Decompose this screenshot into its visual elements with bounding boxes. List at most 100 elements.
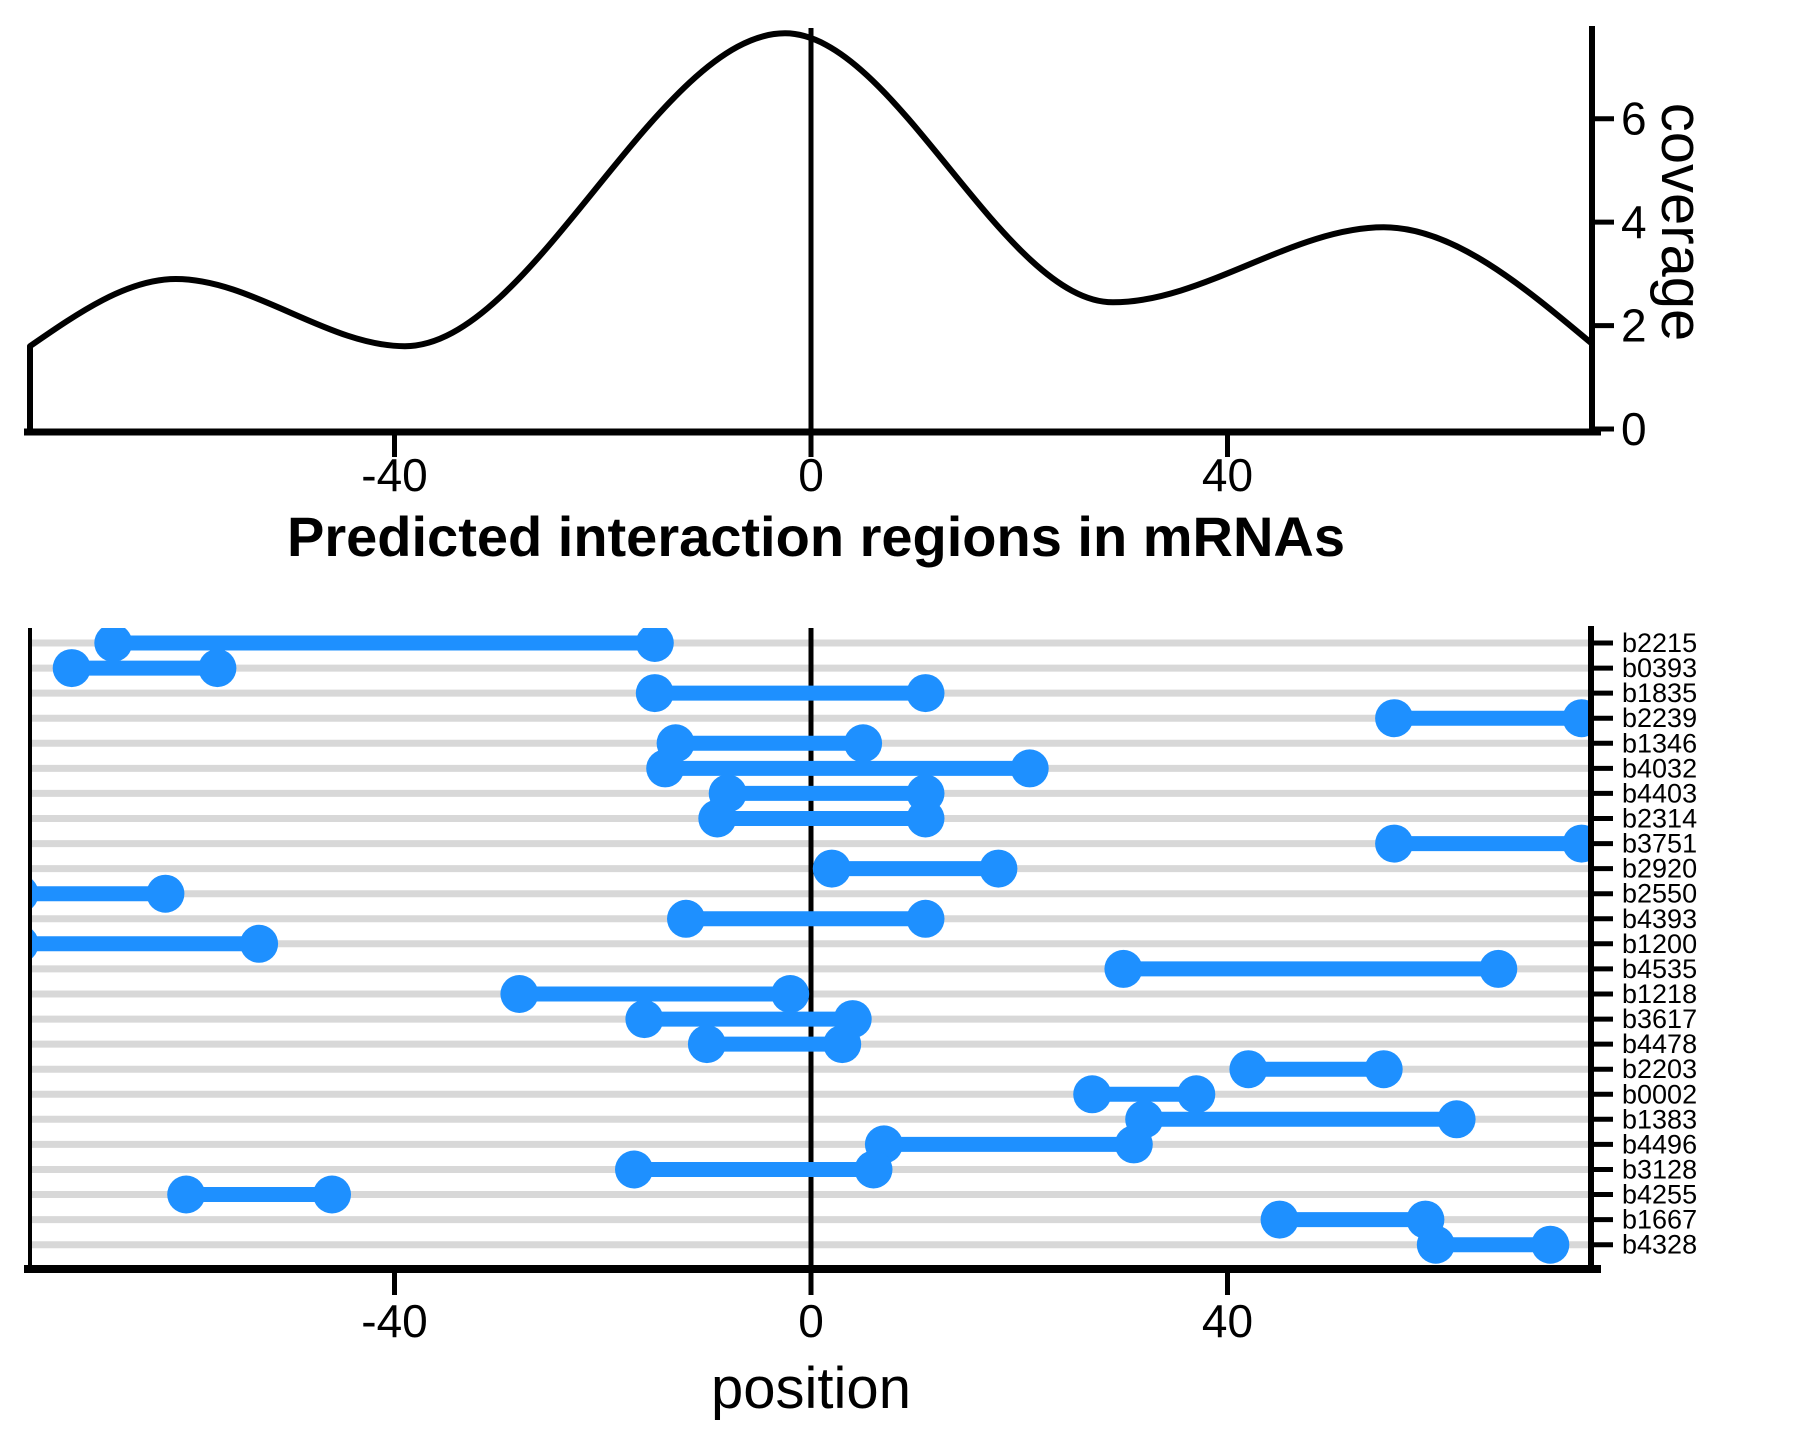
- interaction-segment: [1125, 1100, 1476, 1139]
- row-label: b3751: [1622, 829, 1697, 859]
- row-label: b1667: [1622, 1205, 1697, 1235]
- segment-start-dot: [615, 1150, 653, 1189]
- interaction-segment: [52, 649, 237, 688]
- segment-end-dot: [1010, 749, 1049, 788]
- interaction-segment: [30, 874, 185, 913]
- interaction-segment: [635, 674, 945, 713]
- segment-start-dot: [1375, 824, 1414, 863]
- row-label: b4403: [1622, 778, 1697, 808]
- segment-end-dot: [1562, 699, 1592, 738]
- segment-end-dot: [854, 1150, 893, 1189]
- interaction-segment: [646, 749, 1049, 788]
- x-tick-label: 0: [798, 449, 824, 501]
- interaction-segment: [1416, 1225, 1570, 1264]
- row-label: b2215: [1622, 628, 1697, 658]
- interaction-segment: [1260, 1200, 1445, 1239]
- segment-end-dot: [313, 1175, 351, 1214]
- interaction-segment: [708, 774, 945, 813]
- row-label: b4328: [1622, 1230, 1697, 1260]
- coverage-density-curve: [27, 30, 1594, 429]
- segment-end-dot: [1114, 1125, 1153, 1164]
- segment-end-dot: [906, 674, 945, 713]
- interaction-segment: [656, 724, 883, 763]
- coverage-axis-title: coverage: [1649, 103, 1714, 342]
- interaction-segment: [500, 975, 810, 1013]
- coverage-density-plot: -40 0 40 0 2 4 6: [24, 26, 1647, 501]
- row-label: b0002: [1622, 1079, 1697, 1109]
- interaction-segment: [864, 1125, 1153, 1164]
- segment-end-dot: [844, 724, 883, 763]
- x-tick-label: -40: [361, 449, 427, 501]
- interaction-segment: [1375, 699, 1592, 738]
- row-label: b4393: [1622, 904, 1697, 934]
- segment-start-dot: [1260, 1200, 1299, 1239]
- segment-start-dot: [30, 877, 39, 910]
- segment-end-dot: [906, 799, 945, 838]
- interaction-segment: [30, 924, 279, 963]
- segments-layer: [30, 628, 1592, 1264]
- row-label: b0393: [1622, 653, 1697, 683]
- segment-start-dot: [667, 899, 705, 938]
- interaction-segment: [1104, 949, 1518, 988]
- y-tick-label: 0: [1621, 403, 1647, 455]
- y-tick-label: 4: [1621, 196, 1647, 248]
- y-tick-label: 2: [1621, 300, 1647, 352]
- segment-start-dot: [812, 849, 851, 888]
- segment-start-dot: [30, 927, 39, 960]
- row-label: b2550: [1622, 879, 1697, 909]
- segment-start-dot: [698, 799, 737, 838]
- segment-start-dot: [1416, 1225, 1455, 1264]
- row-label: b4535: [1622, 954, 1697, 984]
- interaction-segment: [615, 1150, 893, 1189]
- segment-start-dot: [500, 975, 539, 1013]
- row-label: b1200: [1622, 929, 1697, 959]
- row-label: b4478: [1622, 1029, 1697, 1059]
- segment-start-dot: [52, 649, 91, 688]
- segment-start-dot: [1229, 1050, 1268, 1089]
- row-label: b1383: [1622, 1104, 1697, 1134]
- row-label: b2239: [1622, 703, 1697, 733]
- segment-end-dot: [1479, 949, 1518, 988]
- segment-start-dot: [1104, 949, 1143, 988]
- x-tick-label: 0: [798, 1295, 824, 1347]
- interaction-segment: [167, 1175, 351, 1214]
- segment-end-dot: [1531, 1225, 1570, 1264]
- row-label: b2203: [1622, 1054, 1697, 1084]
- interaction-segment: [1073, 1075, 1216, 1114]
- row-label: b2314: [1622, 804, 1697, 834]
- segment-start-dot: [646, 749, 685, 788]
- row-label: b3617: [1622, 1004, 1697, 1034]
- figure-title: Predicted interaction regions in mRNAs: [287, 505, 1345, 568]
- interaction-segment: [1229, 1050, 1403, 1089]
- segment-start-dot: [1375, 699, 1414, 738]
- interaction-segment: [94, 628, 674, 662]
- segment-start-dot: [167, 1175, 206, 1214]
- row-label: b3128: [1622, 1155, 1697, 1185]
- x-tick-label: 40: [1202, 449, 1253, 501]
- segment-end-dot: [146, 874, 185, 913]
- row-label: b2920: [1622, 854, 1697, 884]
- interaction-segment: [1375, 824, 1592, 863]
- segment-end-dot: [198, 649, 237, 688]
- row-label: b4032: [1622, 753, 1697, 783]
- segment-end-dot: [1177, 1075, 1216, 1114]
- position-axis-title: position: [711, 1356, 911, 1421]
- segment-end-dot: [1562, 824, 1592, 863]
- row-label: b1835: [1622, 678, 1697, 708]
- segment-start-dot: [687, 1025, 726, 1064]
- segment-end-dot: [1437, 1100, 1476, 1139]
- segment-end-dot: [906, 899, 945, 938]
- segment-end-dot: [823, 1025, 862, 1064]
- segment-end-dot: [240, 924, 279, 963]
- segment-start-dot: [1073, 1075, 1112, 1114]
- segment-start-dot: [635, 674, 674, 713]
- segment-end-dot: [1364, 1050, 1403, 1089]
- segment-start-dot: [94, 628, 133, 662]
- segment-start-dot: [625, 1000, 664, 1039]
- row-label: b1346: [1622, 728, 1697, 758]
- row-label: b4255: [1622, 1180, 1697, 1210]
- segment-end-dot: [635, 628, 674, 662]
- interaction-segment: [687, 1025, 862, 1064]
